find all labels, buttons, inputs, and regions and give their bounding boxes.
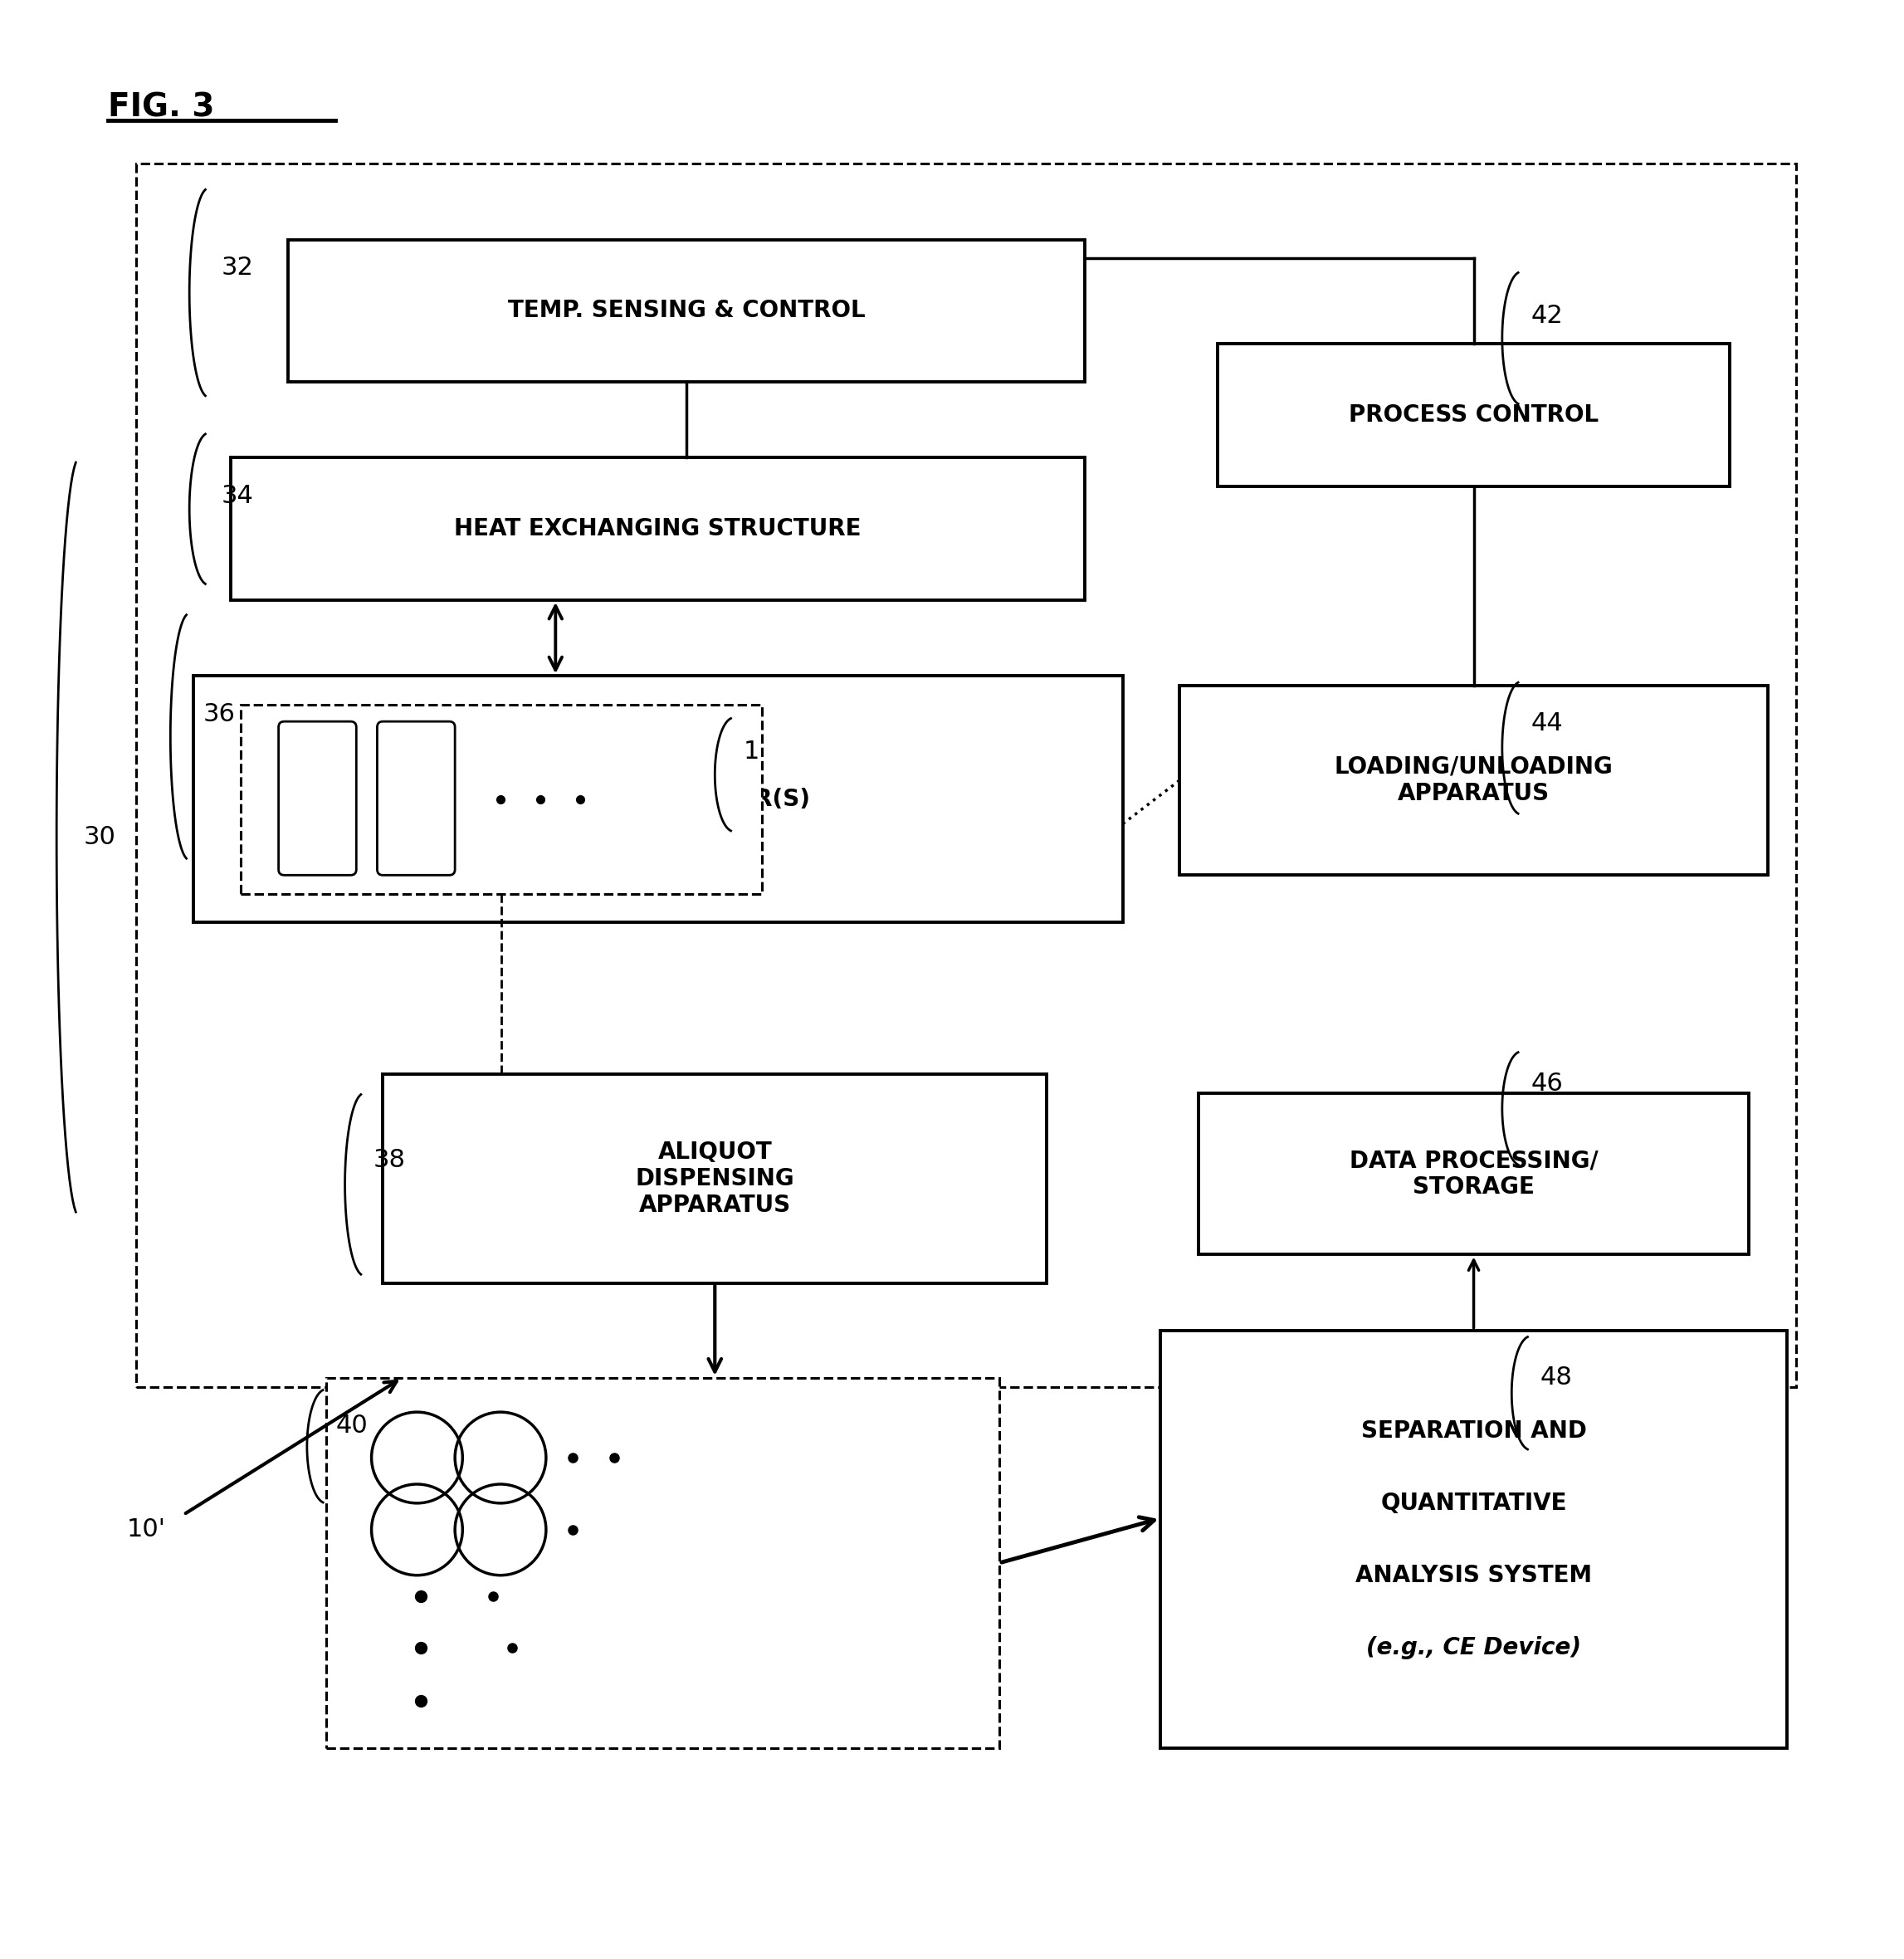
Text: 36: 36	[202, 701, 234, 727]
Text: 34: 34	[221, 484, 253, 507]
Text: ANALYSIS SYSTEM: ANALYSIS SYSTEM	[1356, 1563, 1592, 1587]
Bar	[137, 165, 1795, 1387]
Text: 44: 44	[1531, 711, 1563, 735]
Text: PROCESS CONTROL: PROCESS CONTROL	[1348, 404, 1599, 427]
Text: HEAT EXCHANGING STRUCTURE: HEAT EXCHANGING STRUCTURE	[455, 517, 861, 541]
FancyBboxPatch shape	[379, 723, 407, 874]
Bar	[240, 705, 762, 893]
Bar	[1180, 686, 1767, 876]
FancyBboxPatch shape	[280, 723, 308, 874]
FancyBboxPatch shape	[377, 721, 455, 876]
Text: SEPARATION AND: SEPARATION AND	[1361, 1420, 1586, 1442]
Bar	[230, 458, 1085, 599]
Text: REACTION CHAMBER(S): REACTION CHAMBER(S)	[506, 788, 811, 811]
Text: 46: 46	[1531, 1072, 1563, 1095]
Text: (e.g., CE Device): (e.g., CE Device)	[1367, 1636, 1580, 1659]
Text: 38: 38	[373, 1148, 406, 1171]
Text: FIG. 3: FIG. 3	[109, 92, 215, 123]
Bar	[1200, 1093, 1748, 1254]
Bar	[1161, 1330, 1786, 1747]
Text: 1: 1	[743, 741, 760, 764]
Bar	[1217, 345, 1731, 486]
Text: TEMP. SENSING & CONTROL: TEMP. SENSING & CONTROL	[508, 300, 864, 323]
Text: 30: 30	[84, 825, 116, 850]
Bar	[288, 239, 1085, 382]
Text: 10': 10'	[128, 1518, 166, 1542]
Text: LOADING/UNLOADING
APPARATUS: LOADING/UNLOADING APPARATUS	[1335, 756, 1613, 805]
Text: 40: 40	[335, 1412, 367, 1438]
Text: 42: 42	[1531, 304, 1563, 327]
Text: 32: 32	[221, 257, 253, 280]
Bar	[383, 1074, 1047, 1283]
Bar	[192, 676, 1123, 923]
Text: DATA PROCESSING/
STORAGE: DATA PROCESSING/ STORAGE	[1350, 1148, 1597, 1199]
Text: ALIQUOT
DISPENSING
APPARATUS: ALIQUOT DISPENSING APPARATUS	[636, 1140, 794, 1217]
Text: 48: 48	[1540, 1365, 1573, 1391]
Text: QUANTITATIVE: QUANTITATIVE	[1380, 1491, 1567, 1514]
FancyBboxPatch shape	[278, 721, 356, 876]
Bar	[326, 1377, 1000, 1747]
